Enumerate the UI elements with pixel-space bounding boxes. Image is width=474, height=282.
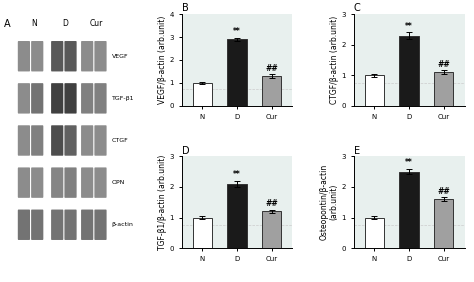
Text: A: A [4,19,10,29]
Text: D: D [62,19,68,28]
FancyBboxPatch shape [18,125,30,156]
Bar [365,218,384,248]
Bar [434,199,453,248]
FancyBboxPatch shape [94,41,107,71]
FancyBboxPatch shape [64,83,77,114]
FancyBboxPatch shape [94,210,107,240]
FancyBboxPatch shape [51,41,64,71]
Bar [262,212,281,248]
Text: Cur: Cur [90,19,103,28]
Text: **: ** [405,22,413,31]
FancyBboxPatch shape [31,125,43,156]
Text: TGF-β1: TGF-β1 [111,96,134,101]
FancyBboxPatch shape [18,83,30,114]
FancyBboxPatch shape [94,168,107,198]
FancyBboxPatch shape [64,41,77,71]
FancyBboxPatch shape [94,125,107,156]
FancyBboxPatch shape [64,168,77,198]
FancyBboxPatch shape [18,210,30,240]
Text: D: D [182,146,189,156]
Y-axis label: Osteopontin/β-actin
(arb.unit): Osteopontin/β-actin (arb.unit) [319,164,338,240]
Text: CTGF: CTGF [111,138,128,143]
Bar [434,72,453,106]
Y-axis label: VEGF/β-actin (arb.unit): VEGF/β-actin (arb.unit) [157,16,166,104]
FancyBboxPatch shape [81,125,93,156]
FancyBboxPatch shape [31,41,43,71]
FancyBboxPatch shape [51,83,64,114]
FancyBboxPatch shape [64,125,77,156]
FancyBboxPatch shape [18,168,30,198]
Bar [228,184,246,248]
Bar [228,39,246,106]
Text: **: ** [233,170,241,179]
Text: C: C [354,3,360,13]
FancyBboxPatch shape [31,210,43,240]
Text: E: E [354,146,360,156]
FancyBboxPatch shape [31,83,43,114]
FancyBboxPatch shape [94,83,107,114]
Text: VEGF: VEGF [111,54,128,59]
FancyBboxPatch shape [64,210,77,240]
Text: β-actin: β-actin [111,222,134,227]
FancyBboxPatch shape [51,125,64,156]
FancyBboxPatch shape [18,41,30,71]
Text: OPN: OPN [111,180,125,185]
Text: **: ** [233,27,241,36]
Text: ##: ## [438,186,450,195]
Text: ##: ## [265,64,278,73]
FancyBboxPatch shape [51,168,64,198]
Text: N: N [31,19,37,28]
FancyBboxPatch shape [81,210,93,240]
FancyBboxPatch shape [81,168,93,198]
Text: B: B [182,3,188,13]
FancyBboxPatch shape [31,168,43,198]
Text: ##: ## [265,199,278,208]
Bar [365,75,384,106]
Bar [400,172,419,248]
FancyBboxPatch shape [81,83,93,114]
Bar [193,83,212,106]
Y-axis label: TGF-β1/β-actin (arb.unit): TGF-β1/β-actin (arb.unit) [157,155,166,250]
Bar [193,218,212,248]
FancyBboxPatch shape [81,41,93,71]
Y-axis label: CTGF/β-actin (arb.unit): CTGF/β-actin (arb.unit) [329,16,338,104]
Bar [400,36,419,106]
Text: ##: ## [438,60,450,69]
FancyBboxPatch shape [51,210,64,240]
Bar [262,76,281,106]
Text: **: ** [405,158,413,168]
